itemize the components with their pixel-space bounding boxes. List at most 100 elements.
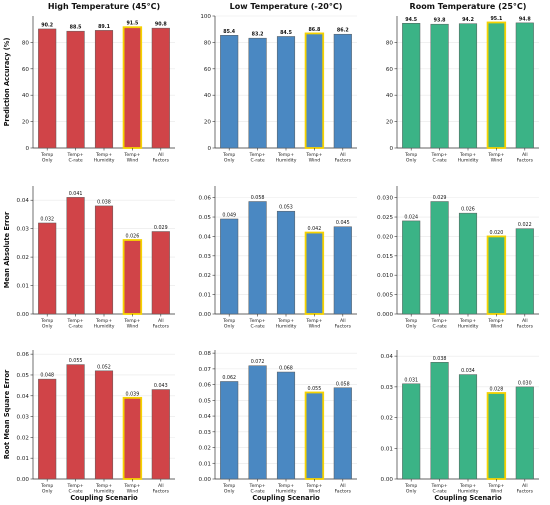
y-axis-label: Root Mean Square Error: [3, 369, 11, 459]
bar: [38, 28, 57, 149]
bar: [430, 201, 449, 315]
x-axis-label: Coupling Scenario: [70, 494, 138, 502]
bar: [151, 389, 170, 480]
x-tick-label: Temp+ Wind: [487, 152, 504, 164]
x-tick-label-line: Temp+: [431, 152, 448, 158]
x-tick-label-line: Factors: [517, 158, 534, 164]
x-tick-label-line: Temp+: [123, 483, 140, 489]
data-label: 0.022: [518, 222, 532, 228]
y-tick-label: 0.04: [17, 198, 30, 204]
x-tick-label-line: Wind: [127, 489, 139, 495]
x-tick-label: Temp+ Humidity: [276, 152, 297, 164]
y-tick-label: 0.02: [17, 435, 29, 441]
y-tick-label: 0.01: [17, 456, 30, 462]
x-tick-label: Temp+ Wind: [487, 483, 504, 495]
x-tick-label: Temp+ Wind: [123, 483, 140, 495]
chart-title: Low Temperature (-20°C): [230, 2, 343, 11]
bar: [515, 22, 534, 149]
data-label: 0.026: [126, 234, 140, 240]
x-tick-label-line: Factors: [153, 324, 170, 330]
bar-highlighted: [122, 26, 143, 149]
x-tick-label-line: Wind: [309, 489, 321, 495]
x-tick-label-line: Temp+: [277, 483, 294, 489]
bar-highlighted: [304, 231, 325, 315]
x-tick-label-line: Temp+: [277, 318, 294, 324]
bar: [276, 210, 296, 315]
x-tick-label-line: Temp+: [67, 152, 84, 158]
bar: [458, 23, 478, 149]
x-tick-label-line: C-rate: [432, 489, 446, 495]
x-tick-label: Temp+ Humidity: [94, 318, 115, 330]
y-axis-label: Prediction Accuracy (%): [3, 38, 11, 127]
data-label: 0.043: [154, 383, 168, 389]
data-label: 0.029: [154, 225, 168, 231]
bar: [276, 371, 296, 480]
data-label: 0.058: [251, 195, 265, 201]
data-label: 0.062: [222, 375, 236, 381]
y-tick-label: 60: [204, 67, 212, 73]
y-tick-label: 0.03: [17, 415, 30, 421]
x-tick-label: All Factors: [517, 318, 534, 330]
x-tick-label-line: Temp+: [431, 318, 448, 324]
x-tick-label: Temp+ Wind: [487, 318, 504, 330]
x-tick-label-line: Temp+: [67, 318, 84, 324]
y-tick-label: 40: [22, 93, 30, 99]
x-tick-label: Temp+ Wind: [305, 318, 322, 330]
bar-highlighted: [304, 32, 325, 149]
bar: [333, 387, 352, 480]
data-label: 0.039: [126, 391, 140, 397]
x-tick-label-line: Temp+: [249, 318, 266, 324]
x-tick-label-line: Temp+: [459, 483, 476, 489]
x-tick-label: Temp+ Wind: [123, 152, 140, 164]
data-label: 94.2: [462, 17, 474, 23]
data-label: 83.2: [252, 32, 264, 38]
x-tick-label-line: Temp+: [95, 318, 112, 324]
y-tick-label: 0.01: [199, 461, 212, 467]
x-tick-label: Temp+ Humidity: [276, 318, 297, 330]
y-tick-label: 0.015: [377, 254, 393, 260]
x-tick-label-line: Temp+: [95, 152, 112, 158]
bar: [151, 27, 170, 149]
bar: [38, 222, 57, 315]
x-tick-label-line: Temp+: [123, 152, 140, 158]
y-tick-label: 0.00: [381, 477, 394, 483]
y-tick-label: 0.02: [199, 273, 211, 279]
x-tick-label-line: Only: [224, 324, 235, 330]
y-tick-label: 0.06: [199, 196, 212, 202]
data-label: 86.2: [337, 28, 349, 34]
x-tick-label-line: Humidity: [94, 158, 115, 164]
x-tick-label-line: Only: [406, 489, 417, 495]
x-tick-label: Temp+ Humidity: [458, 483, 479, 495]
x-tick-label-line: Only: [406, 158, 417, 164]
y-tick-label: 0.02: [199, 446, 211, 452]
y-tick-label: 0.04: [199, 414, 212, 420]
data-label: 94.5: [405, 17, 417, 23]
x-tick-label-line: All: [340, 483, 346, 489]
y-tick-label: 0.025: [377, 215, 393, 221]
data-label: 0.038: [433, 356, 447, 362]
x-tick-label-line: Temp: [40, 152, 53, 158]
data-label: 0.045: [336, 220, 350, 226]
bar: [248, 37, 267, 149]
data-label: 0.048: [40, 373, 54, 379]
data-label: 0.041: [69, 191, 83, 197]
x-tick-label-line: Temp+: [305, 152, 322, 158]
y-tick-label: 0.07: [199, 367, 212, 373]
x-tick-label-line: Temp+: [305, 318, 322, 324]
x-tick-label-line: Wind: [309, 158, 321, 164]
x-tick-label-line: Factors: [335, 158, 352, 164]
y-tick-label: 0.04: [17, 394, 30, 400]
bar-highlighted: [122, 396, 143, 480]
data-label: 0.055: [308, 386, 322, 392]
x-tick-label-line: C-rate: [68, 158, 82, 164]
y-tick-label: 0.05: [17, 373, 30, 379]
x-tick-label-line: Temp+: [431, 483, 448, 489]
data-label: 0.034: [461, 368, 475, 374]
data-label: 88.5: [70, 25, 82, 31]
x-tick-label-line: Temp: [40, 318, 53, 324]
data-label: 86.8: [308, 27, 320, 33]
data-label: 0.042: [308, 226, 322, 232]
data-label: 91.5: [126, 21, 138, 27]
y-tick-label: 0.010: [377, 273, 393, 279]
y-tick-label: 80: [386, 40, 394, 46]
